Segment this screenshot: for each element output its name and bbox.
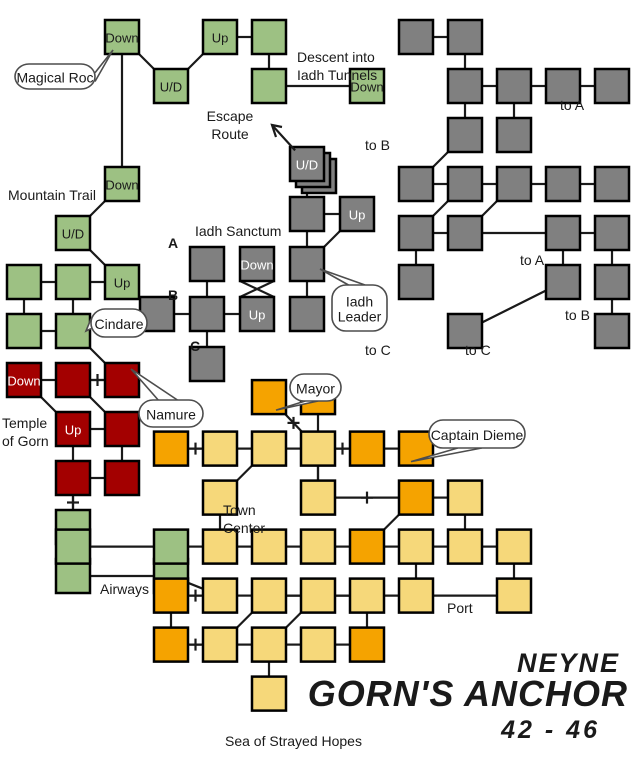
svg-text:Up: Up [212, 31, 229, 46]
svg-text:Up: Up [114, 276, 131, 291]
svg-text:Mountain Trail: Mountain Trail [8, 187, 96, 203]
svg-text:to A: to A [560, 97, 585, 113]
svg-text:Iadh Tunnels: Iadh Tunnels [297, 67, 377, 83]
svg-text:U/D: U/D [296, 158, 318, 173]
svg-text:Descent into: Descent into [297, 49, 375, 65]
svg-text:to B: to B [565, 307, 590, 323]
svg-text:Down: Down [105, 178, 138, 193]
svg-text:C: C [190, 338, 200, 354]
svg-text:Mayor: Mayor [296, 381, 335, 397]
svg-text:U/D: U/D [62, 227, 84, 242]
svg-text:to C: to C [365, 342, 391, 358]
svg-text:to C: to C [465, 342, 491, 358]
svg-text:Town: Town [223, 502, 256, 518]
svg-text:Port: Port [447, 600, 473, 616]
svg-text:Temple: Temple [2, 415, 47, 431]
svg-text:Cindare: Cindare [94, 316, 143, 332]
svg-text:Leader: Leader [338, 309, 382, 325]
svg-text:Down: Down [7, 374, 40, 389]
svg-text:Magical Roc: Magical Roc [16, 70, 93, 86]
svg-text:Sea of Strayed Hopes: Sea of Strayed Hopes [225, 733, 362, 749]
svg-text:Airways: Airways [100, 581, 149, 597]
svg-text:Namure: Namure [146, 407, 196, 423]
svg-text:B: B [168, 287, 178, 303]
svg-text:Down: Down [105, 31, 138, 46]
svg-text:A: A [168, 235, 178, 251]
svg-text:Route: Route [211, 126, 249, 142]
svg-text:Captain Dieme: Captain Dieme [431, 427, 524, 443]
svg-text:to A: to A [520, 252, 545, 268]
svg-text:Escape: Escape [207, 108, 254, 124]
svg-text:U/D: U/D [160, 80, 182, 95]
svg-text:of Gorn: of Gorn [2, 433, 49, 449]
svg-text:Up: Up [249, 308, 266, 323]
svg-text:42 - 46: 42 - 46 [500, 716, 600, 744]
svg-text:Iadh: Iadh [346, 294, 373, 310]
svg-text:GORN'S ANCHOR: GORN'S ANCHOR [308, 673, 628, 714]
svg-text:to B: to B [365, 137, 390, 153]
svg-text:Iadh Sanctum: Iadh Sanctum [195, 223, 281, 239]
svg-text:Down: Down [240, 258, 273, 273]
svg-text:Up: Up [65, 423, 82, 438]
svg-text:Up: Up [349, 208, 366, 223]
svg-text:Center: Center [223, 520, 265, 536]
